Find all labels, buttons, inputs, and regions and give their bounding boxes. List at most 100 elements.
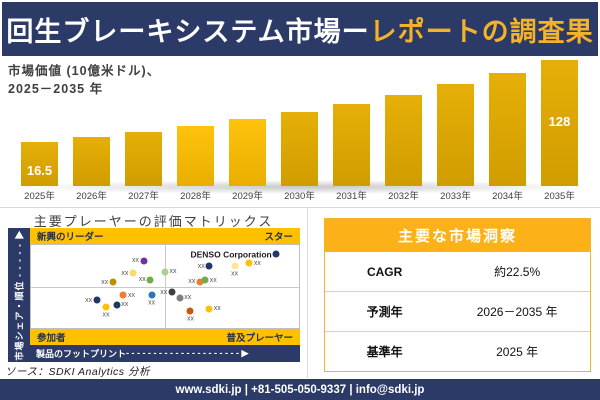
insights-row-基準年: 基準年 2025 年 (325, 331, 590, 371)
bar-chart-x-ticks: 2025年 2026年 2027年 2028年 2029年 2030年 2031年 2032年… (0, 188, 600, 202)
bar-2030年 (281, 112, 318, 186)
right-arrow-icon: - - - - - - - - - - - - - - - - - - - - … (126, 348, 249, 359)
vertical-divider (307, 207, 308, 378)
matrix-title: 主要プレーヤーの評価マトリックス (33, 214, 274, 229)
bar-chart: 16.5 128 (0, 57, 600, 186)
page-title-accent: レポートの調査果 (369, 16, 594, 47)
bar-2032年 (385, 95, 422, 186)
point-label: xx (121, 301, 129, 309)
quadrant-label-emerging-leaders: 新興のリーダー (37, 231, 104, 243)
data-point-2: xx (139, 276, 154, 284)
insights-table: CAGR 約22.5% 予測年 2026－2035 年基準年 2025 年 (325, 252, 590, 371)
point-label: xx (101, 278, 109, 286)
matrix-top-band: 新興のリーダー スター (30, 228, 300, 244)
company-label: DENSO Corporation (190, 248, 272, 259)
data-point-19: xx (205, 305, 221, 313)
up-arrow-icon: - - - - - ▶ (14, 229, 25, 281)
point-label: xx (85, 296, 93, 304)
point-label: xx (102, 311, 110, 319)
data-point-13: xx (148, 291, 156, 307)
insight-label: CAGR (366, 264, 403, 279)
data-point-6: xx (245, 259, 261, 267)
insight-value: 約22.5% (494, 265, 541, 279)
point-label: xx (253, 259, 261, 267)
data-point-denso: DENSO Corporation (190, 250, 280, 258)
point-label: xx (186, 315, 194, 323)
insights-header: 主要な市場洞察 (325, 219, 590, 252)
quadrant-label-stars: スター (264, 231, 293, 243)
matrix-main: 新興のリーダー スター xx xx xx xx DENSO Corporation xx x… (30, 228, 300, 362)
bar-value-label: 16.5 (26, 163, 53, 178)
x-tick-2033年: 2033年 (440, 191, 471, 202)
point-label: xx (138, 276, 146, 284)
player-evaluation-matrix: 市場シェア・順位 - - - - - ▶ 新興のリーダー スター xx xx xx x… (8, 228, 300, 362)
point-label: xx (160, 288, 168, 296)
data-point-18: xx (186, 307, 194, 323)
quadrant-label-pervasive-players: 普及プレーヤー (226, 333, 293, 345)
data-point-11: xx (160, 288, 176, 296)
data-point-7: xx (231, 262, 239, 278)
matrix-y-axis: 市場シェア・順位 - - - - - ▶ (8, 228, 30, 362)
point-label: xx (121, 269, 129, 277)
data-point-10: xx (201, 276, 217, 284)
page-title: 回生ブレーキシステム市場ー (6, 16, 370, 47)
data-point-12: xx (176, 294, 191, 302)
matrix-plot-area: xx xx xx xx DENSO Corporation xx xx xx xx xx xx xx x… (30, 243, 300, 330)
contact-footer: www.sdki.jp | +81-505-050-9337 | info@sd… (0, 379, 600, 400)
bar-2029年 (229, 119, 266, 186)
point-label: xx (169, 268, 177, 276)
data-point-9: xx (188, 278, 204, 286)
insights-row-CAGR: CAGR 約22.5% (325, 252, 590, 291)
bar-2033年 (437, 84, 474, 186)
data-point-8: xx (161, 268, 177, 276)
matrix-bottom-band: 参加者 普及プレーヤー (30, 329, 300, 346)
insight-value: 2026－2035 年 (476, 305, 558, 319)
data-point-15: xx (85, 296, 101, 304)
matrix-y-axis-label: 市場シェア・順位 - - - - - ▶ (14, 229, 25, 361)
x-tick-2025年: 2025年 (24, 191, 55, 202)
x-tick-2028年: 2028年 (180, 191, 211, 202)
point-label: xx (184, 294, 192, 302)
data-point-0: xx (132, 257, 148, 265)
point-label: xx (148, 299, 156, 307)
data-point-5: xx (198, 262, 213, 270)
horizontal-divider (0, 207, 600, 208)
data-point-16: xx (113, 301, 128, 309)
point-label: xx (231, 270, 239, 278)
quadrant-label-participants: 参加者 (37, 333, 66, 345)
quadrant-horizontal-line (31, 286, 299, 288)
insights-row-予測年: 予測年 2026－2035 年 (325, 291, 590, 331)
x-tick-2031年: 2031年 (336, 191, 367, 202)
report-header: 回生ブレーキシステム市場ー レポートの調査果 (2, 2, 598, 56)
x-tick-2030年: 2030年 (284, 191, 315, 202)
x-tick-2032年: 2032年 (388, 191, 419, 202)
market-insights-panel: 主要な市場洞察 CAGR 約22.5% 予測年 2026－2035 年基準年 2025 … (324, 218, 591, 372)
x-tick-2035年: 2035年 (544, 191, 575, 202)
bar-2028年 (177, 126, 214, 186)
bar-2035年: 128 (541, 60, 578, 186)
matrix-x-axis: 製品のフットプリント - - - - - - - - - - - - - - -… (30, 345, 300, 362)
source-note: ソース：SDKI Analytics 分析 (5, 366, 150, 378)
bar-2034年 (489, 73, 526, 186)
axis-label-line1: 市場価値 (10億米ドル)、 (8, 64, 161, 78)
insight-label: 基準年 (366, 345, 403, 359)
x-tick-2027年: 2027年 (128, 191, 159, 202)
point-label: xx (197, 262, 205, 270)
insight-label: 予測年 (366, 305, 403, 319)
point-label: xx (213, 305, 221, 313)
bar-2026年 (73, 137, 110, 186)
bar-2027年 (125, 132, 162, 186)
axis-label-line2: 2025－2035 年 (8, 82, 104, 97)
point-label: xx (188, 278, 196, 286)
data-point-1: xx (121, 269, 137, 277)
bar-chart-axis-label: 市場価値 (10億米ドル)、 2025－2035 年 (8, 62, 160, 98)
insight-value: 2025 年 (496, 345, 539, 359)
bar-2031年 (333, 104, 370, 186)
data-point-17: xx (102, 303, 110, 319)
bar-2025年: 16.5 (21, 142, 58, 186)
point-label: xx (209, 276, 217, 284)
matrix-x-axis-label: 製品のフットプリント (36, 349, 127, 360)
bar-value-label: 128 (548, 114, 571, 129)
point-label: xx (132, 257, 140, 265)
